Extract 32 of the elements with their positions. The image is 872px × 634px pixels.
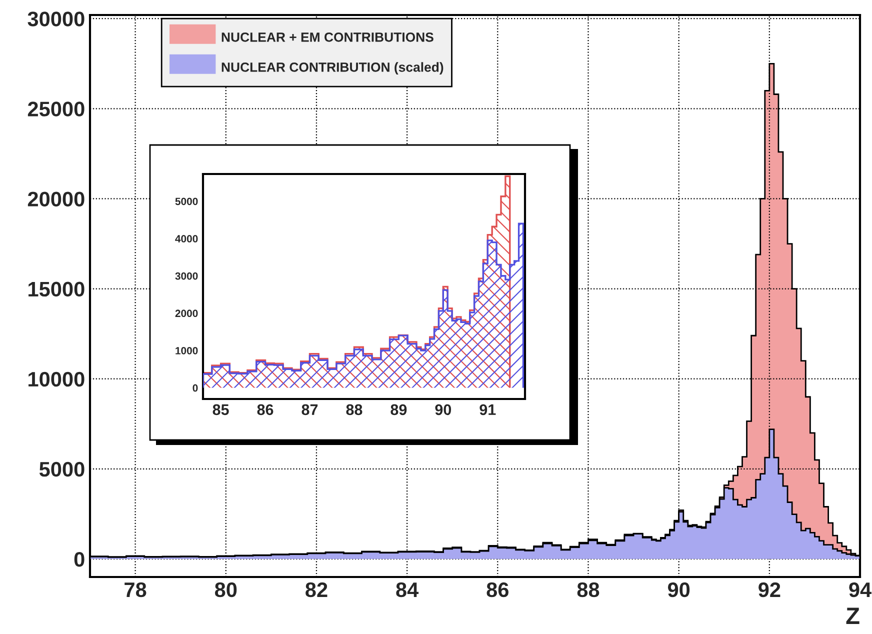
y-tick-label: 3000: [175, 272, 198, 280]
y-tick-label: 4000: [175, 235, 198, 242]
y-tick-label: 1000: [176, 346, 198, 354]
y-tick-label: 15000: [28, 282, 84, 297]
x-tick-label: 80: [214, 582, 237, 598]
y-tick-label: 0: [192, 384, 198, 392]
y-tick-label: 25000: [28, 102, 84, 116]
x-tick-label: 90: [668, 582, 690, 598]
y-tick-label: 20000: [28, 192, 84, 206]
x-tick-label: 78: [124, 582, 146, 598]
x-tick-label: 88: [577, 582, 600, 598]
x-axis-title: Z: [846, 608, 860, 624]
legend-label: NUCLEAR CONTRIBUTION (scaled): [222, 62, 444, 74]
y-tick-label: 10000: [28, 372, 84, 387]
x-tick-label: 92: [758, 582, 780, 598]
y-tick-label: 0: [74, 552, 84, 567]
y-tick-label: 2000: [175, 310, 198, 318]
y-tick-label: 5000: [175, 198, 198, 206]
x-tick-label: 86: [257, 404, 274, 416]
x-tick-label: 91: [480, 404, 496, 416]
x-tick-label: 94: [849, 582, 872, 598]
x-tick-label: 90: [435, 404, 452, 416]
x-tick-label: 84: [396, 582, 419, 598]
legend-label: NUCLEAR + EM CONTRIBUTIONS: [222, 32, 434, 42]
x-tick-label: 85: [212, 404, 229, 416]
y-tick-label: 5000: [39, 462, 84, 477]
x-tick-label: 89: [390, 404, 407, 416]
x-tick-label: 86: [486, 582, 508, 598]
x-tick-label: 88: [346, 404, 362, 416]
y-tick-label: 30000: [28, 12, 84, 26]
x-tick-label: 87: [302, 404, 318, 416]
x-tick-label: 82: [306, 582, 328, 598]
